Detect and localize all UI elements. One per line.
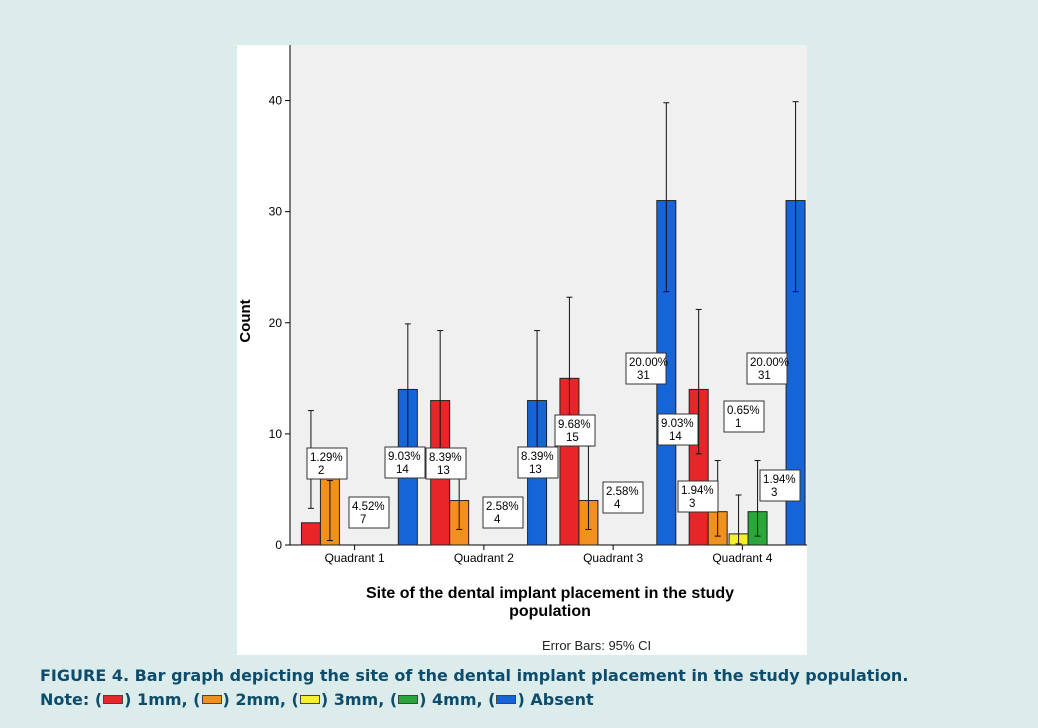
data-label: 2.58%4 [482,496,524,529]
data-label-count: 13 [529,464,542,476]
legend-swatch [398,695,419,704]
data-label-percent: 1.94% [681,485,714,497]
legend-swatch [201,695,222,704]
caption-title: FIGURE 4. Bar graph depicting the site o… [40,666,909,685]
axes: 0 10 20 30 40 Quadrant 1 Quadrant 2 Quadrant 3 Q… [269,45,807,565]
data-label-count: 3 [689,498,695,510]
data-label-box [759,469,801,502]
data-label-box [384,446,426,479]
data-label-percent: 20.00% [750,357,789,369]
data-label-count: 2 [318,465,324,477]
data-label-percent: 2.58% [606,486,639,498]
data-label-box [746,352,788,385]
data-label: 20.00%31 [746,352,789,385]
x-axis-label-line-1: Site of the dental implant placement in … [366,585,734,602]
data-label-percent: 1.94% [763,474,796,486]
y-tick-label: 30 [269,205,283,219]
data-label-box [554,414,596,447]
y-axis-label: Count [237,299,254,342]
error-bars-note: Error Bars: 95% CI [542,638,651,653]
legend-item-4mm: () 4mm, [384,690,483,709]
data-label: 4.52%7 [348,496,390,529]
data-label-count: 15 [566,432,579,444]
y-tick-label: 0 [275,538,282,552]
data-label-count: 1 [735,418,741,430]
legend-item-3mm: () 3mm, [285,690,385,709]
x-axis-label-line-2: population [509,603,591,620]
data-label-percent: 9.03% [388,451,421,463]
data-label-box [677,480,719,513]
legend: () 1mm, () 2mm, () 3mm, () 4mm, () Absen… [95,690,594,709]
data-label-percent: 2.58% [486,501,519,513]
data-label-count: 7 [360,514,366,526]
data-label-percent: 20.00% [629,357,668,369]
bar-1mm-q1 [300,522,321,546]
data-label-percent: 8.39% [521,451,554,463]
data-label-count: 4 [614,499,621,511]
legend-label: 3mm, [328,690,385,709]
x-tick-label: Quadrant 2 [454,551,514,565]
legend-swatch [103,695,124,704]
data-label: 8.39%13 [517,446,559,479]
legend-item-1mm: () 1mm, [94,690,188,709]
data-label: 9.03%14 [657,413,699,446]
data-label-box [602,481,644,514]
data-label-count: 3 [771,487,777,499]
data-label-count: 14 [396,464,409,476]
data-label-box [348,496,390,529]
data-label: 0.65%1 [723,400,765,433]
data-label-box [425,447,467,480]
data-label-percent: 9.03% [661,418,694,430]
data-label: 1.94%3 [677,480,719,513]
data-label-percent: 9.68% [558,419,591,431]
data-label: 9.03%14 [384,446,426,479]
legend-label: 4mm, [426,690,483,709]
data-label-percent: 1.29% [310,452,343,464]
y-tick-label: 40 [269,94,283,108]
legend-label: 2mm, [229,690,286,709]
x-tick-label: Quadrant 1 [325,551,385,565]
data-label: 1.94%3 [759,469,801,502]
data-label: 20.00%31 [625,352,668,385]
data-label-count: 14 [669,431,682,443]
data-label-count: 13 [437,465,450,477]
data-label-box [657,413,699,446]
data-label: 8.39%13 [425,447,467,480]
legend-label: Absent [524,690,594,709]
data-label-box [517,446,559,479]
data-label-percent: 8.39% [429,452,462,464]
x-tick-label: Quadrant 4 [712,551,772,565]
legend-item-absent: () Absent [482,690,594,709]
data-label-box [306,447,348,480]
legend-swatch [496,695,517,704]
data-label-box [482,496,524,529]
data-label-percent: 4.52% [352,501,385,513]
data-label-percent: 0.65% [727,405,760,417]
data-label-count: 31 [758,370,771,382]
legend-swatch [299,695,320,704]
data-label: 2.58%4 [602,481,644,514]
data-label-box [625,352,667,385]
x-tick-label: Quadrant 3 [583,551,643,565]
data-labels: 1.29%28.39%139.68%159.03%144.52%72.58%42… [306,352,801,529]
data-label: 1.29%2 [306,447,348,480]
figure-caption: FIGURE 4. Bar graph depicting the site o… [40,664,1020,712]
y-tick-label: 20 [269,316,283,330]
legend-item-2mm: () 2mm, [187,690,286,709]
chart-panel: 0 10 20 30 40 Quadrant 1 Quadrant 2 Quadrant 3 Q… [237,45,807,655]
data-label-count: 4 [494,514,501,526]
caption-note: Note: () 1mm, () 2mm, () 3mm, () 4mm, ()… [40,688,1020,712]
data-label-box [723,400,765,433]
data-label-count: 31 [637,370,650,382]
y-tick-label: 10 [269,427,283,441]
note-prefix: Note: [40,690,90,709]
bar-chart: 0 10 20 30 40 Quadrant 1 Quadrant 2 Quadrant 3 Q… [237,45,807,653]
legend-label: 1mm, [131,690,188,709]
data-label: 9.68%15 [554,414,596,447]
